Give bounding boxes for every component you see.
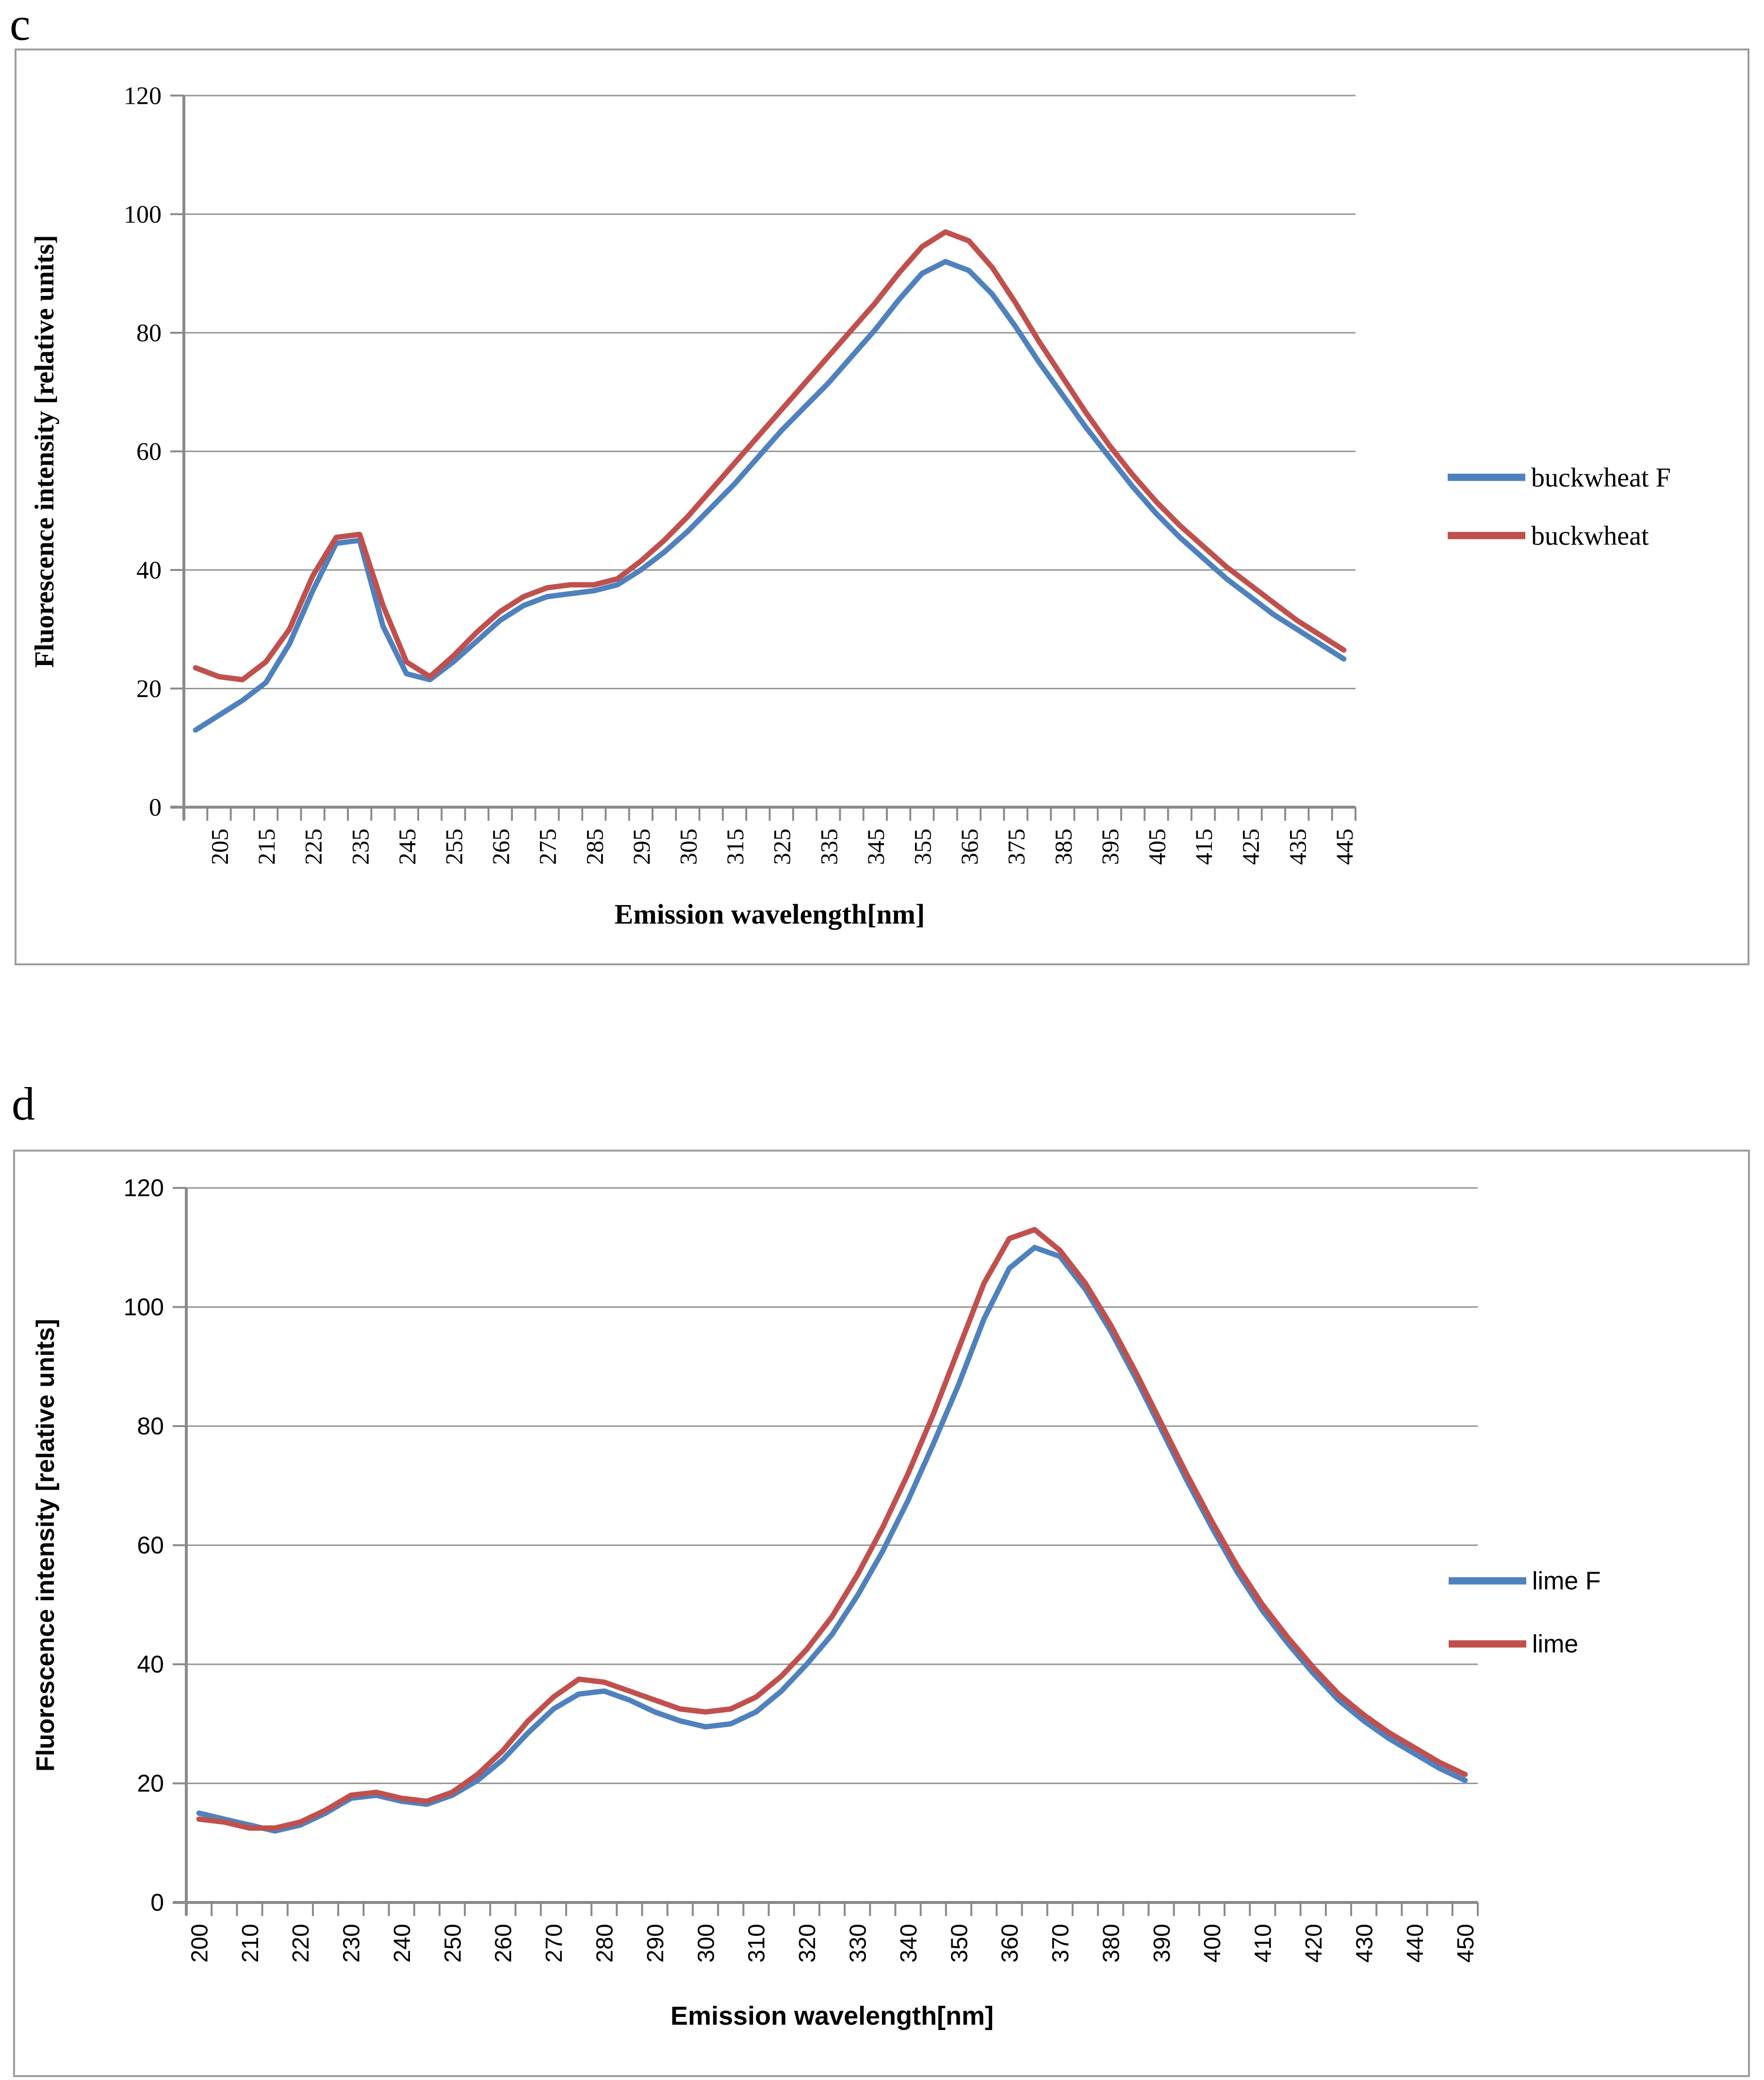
y-axis-tick-labels: 0 20 40 60 80 100 120 — [124, 1174, 164, 1916]
panel-d-letter: d — [12, 1078, 35, 1130]
series-line-buckwheat — [193, 229, 1347, 682]
svg-text:20: 20 — [136, 675, 162, 703]
svg-text:315: 315 — [721, 829, 749, 865]
y-axis-title: Fluorescence intensity [relative units] — [32, 1319, 60, 1771]
svg-text:0: 0 — [150, 1889, 164, 1916]
svg-text:20: 20 — [137, 1770, 164, 1797]
svg-text:80: 80 — [136, 320, 162, 347]
svg-text:40: 40 — [136, 557, 162, 585]
gridlines — [173, 1187, 1478, 1903]
svg-text:80: 80 — [137, 1413, 164, 1440]
svg-text:120: 120 — [124, 1174, 164, 1202]
svg-text:225: 225 — [300, 829, 327, 865]
svg-text:200: 200 — [187, 1924, 212, 1963]
series-line-buckwheat-f — [193, 259, 1347, 733]
y-axis-title: Fluorescence intensity [relative units] — [30, 235, 60, 667]
svg-text:375: 375 — [1003, 829, 1030, 865]
svg-text:290: 290 — [643, 1924, 669, 1963]
svg-text:405: 405 — [1143, 829, 1170, 865]
series-line-lime-f — [196, 1245, 1468, 1834]
svg-text:390: 390 — [1149, 1924, 1175, 1963]
svg-text:320: 320 — [795, 1924, 820, 1963]
svg-text:220: 220 — [288, 1924, 314, 1963]
legend-label-buckwheat: buckwheat — [1531, 521, 1649, 551]
svg-text:435: 435 — [1284, 829, 1311, 865]
legend: buckwheat F buckwheat — [1448, 463, 1671, 551]
x-axis-title: Emission wavelength[nm] — [670, 2001, 994, 2031]
svg-text:360: 360 — [997, 1924, 1023, 1963]
svg-text:40: 40 — [137, 1651, 164, 1678]
svg-text:380: 380 — [1098, 1924, 1124, 1963]
svg-text:385: 385 — [1049, 829, 1077, 865]
svg-text:275: 275 — [534, 829, 561, 865]
svg-text:205: 205 — [206, 829, 233, 865]
svg-text:120: 120 — [124, 82, 162, 110]
svg-text:345: 345 — [862, 829, 889, 865]
svg-text:260: 260 — [491, 1924, 517, 1963]
series-lines — [196, 1227, 1468, 1834]
chart-c-frame: 0 20 40 60 80 100 120 205 215 225 235 245 255 265 275 2… — [15, 49, 1749, 965]
x-axis-ticks — [183, 807, 1356, 821]
x-axis-tick-labels: 200 210 220 230 240 250 260 270 280 290 300 310 320 3… — [187, 1924, 1479, 1963]
svg-text:370: 370 — [1048, 1924, 1074, 1963]
x-axis-ticks — [185, 1902, 1479, 1916]
svg-text:245: 245 — [393, 829, 421, 865]
svg-text:430: 430 — [1352, 1924, 1377, 1963]
svg-text:395: 395 — [1096, 829, 1124, 865]
svg-text:330: 330 — [845, 1924, 871, 1963]
svg-text:215: 215 — [253, 829, 280, 865]
svg-text:60: 60 — [137, 1532, 164, 1559]
svg-text:255: 255 — [440, 829, 467, 865]
svg-text:300: 300 — [693, 1924, 719, 1963]
svg-text:440: 440 — [1403, 1924, 1428, 1963]
svg-text:350: 350 — [947, 1924, 972, 1963]
svg-text:230: 230 — [339, 1924, 365, 1963]
svg-text:235: 235 — [346, 829, 374, 865]
svg-text:305: 305 — [674, 829, 702, 865]
svg-text:285: 285 — [581, 829, 608, 865]
svg-text:210: 210 — [238, 1924, 263, 1963]
svg-text:310: 310 — [744, 1924, 770, 1963]
svg-text:250: 250 — [440, 1924, 466, 1963]
panel-c-letter: c — [10, 0, 31, 50]
legend: lime F lime — [1449, 1567, 1601, 1658]
gridlines — [170, 95, 1356, 808]
svg-text:295: 295 — [628, 829, 655, 865]
svg-text:270: 270 — [541, 1924, 567, 1963]
svg-text:100: 100 — [124, 1294, 164, 1321]
chart-d-frame: 0 20 40 60 80 100 120 200 210 220 230 240 250 260 270 2… — [13, 1150, 1750, 2077]
svg-text:240: 240 — [390, 1924, 415, 1963]
legend-label-lime-f: lime F — [1532, 1567, 1601, 1595]
svg-text:425: 425 — [1237, 829, 1264, 865]
svg-text:410: 410 — [1251, 1924, 1276, 1963]
svg-text:445: 445 — [1331, 829, 1358, 865]
svg-text:325: 325 — [768, 829, 796, 865]
svg-text:0: 0 — [149, 794, 162, 822]
svg-text:420: 420 — [1301, 1924, 1327, 1963]
y-axis-tick-labels: 0 20 40 60 80 100 120 — [124, 82, 162, 822]
axes — [173, 1188, 1478, 1915]
svg-text:335: 335 — [815, 829, 842, 865]
series-line-lime — [196, 1227, 1468, 1831]
svg-text:265: 265 — [487, 829, 514, 865]
x-axis-tick-labels: 205 215 225 235 245 255 265 275 285 295 305 315 325 3… — [206, 829, 1357, 865]
svg-text:450: 450 — [1453, 1924, 1479, 1963]
axes — [170, 96, 1356, 820]
svg-text:340: 340 — [896, 1924, 922, 1963]
svg-text:400: 400 — [1200, 1924, 1225, 1963]
legend-label-lime: lime — [1532, 1630, 1578, 1658]
svg-text:365: 365 — [956, 829, 983, 865]
legend-label-buckwheat-f: buckwheat F — [1531, 463, 1671, 493]
svg-text:355: 355 — [909, 829, 936, 865]
svg-text:100: 100 — [124, 201, 162, 228]
svg-text:415: 415 — [1190, 829, 1217, 865]
x-axis-title: Emission wavelength[nm] — [615, 898, 925, 930]
series-lines — [193, 229, 1347, 733]
svg-text:280: 280 — [592, 1924, 618, 1963]
svg-text:60: 60 — [136, 438, 162, 466]
